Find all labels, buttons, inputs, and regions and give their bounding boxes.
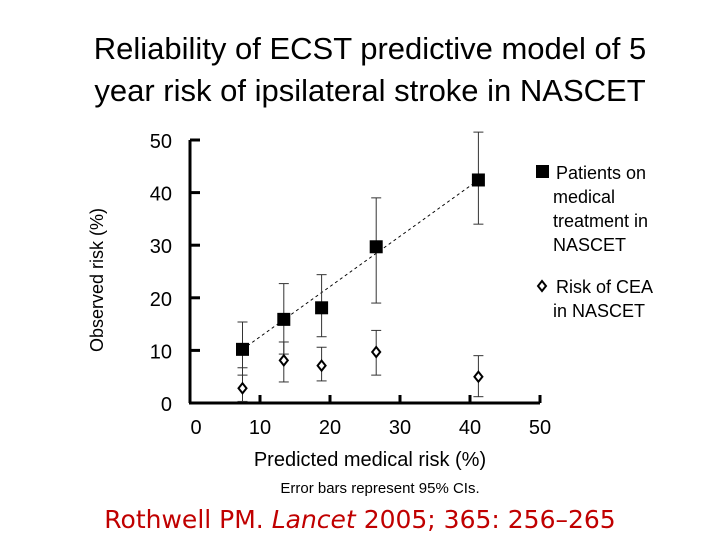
citation-journal: Lancet <box>271 505 356 534</box>
x-tick-label: 40 <box>459 417 481 439</box>
data-point-diamond <box>278 353 290 367</box>
data-point-square <box>471 173 485 187</box>
legend-marker-diamond <box>536 279 548 293</box>
y-tick-label: 20 <box>150 289 172 311</box>
x-tick-label: 20 <box>319 417 341 439</box>
x-tick-label: 10 <box>249 417 271 439</box>
data-point-square <box>315 301 329 315</box>
legend-label: medical <box>553 187 615 207</box>
data-point-square <box>369 240 383 254</box>
data-point-square <box>277 312 291 326</box>
data-point-square <box>236 342 249 356</box>
data-point-diamond <box>237 381 248 395</box>
y-tick-label: 50 <box>150 131 172 153</box>
citation: Rothwell PM. Lancet 2005; 365: 256–265 <box>90 505 630 534</box>
data-point-diamond <box>473 370 484 384</box>
y-axis-label: Observed risk (%) <box>87 208 107 352</box>
y-tick-label: 40 <box>150 184 172 206</box>
x-tick-label: 30 <box>389 417 411 439</box>
x-tick-label: 0 <box>190 417 201 439</box>
legend-label: Risk of CEA <box>556 277 653 297</box>
chart-title-line-2: year risk of ipsilateral stroke in NASCE… <box>94 73 646 108</box>
y-tick-label: 0 <box>161 394 172 416</box>
chart-title-line-1: Reliability of ECST predictive model of … <box>93 31 647 66</box>
legend-label: Patients on <box>556 163 646 183</box>
legend-label: treatment in <box>553 211 648 231</box>
x-axis-label: Predicted medical risk (%) <box>254 449 486 471</box>
legend-label: NASCET <box>553 235 626 255</box>
data-point-diamond <box>370 345 382 359</box>
citation-details: 2005; 365: 256–265 <box>363 505 616 534</box>
data-point-diamond <box>316 359 327 373</box>
footnote: Error bars represent 95% CIs. <box>280 480 480 497</box>
legend-marker-square <box>536 165 549 178</box>
legend-label: in NASCET <box>553 301 645 321</box>
y-tick-label: 30 <box>150 236 172 258</box>
chart-title: Reliability of ECST predictive model of … <box>60 28 680 112</box>
y-tick-label: 10 <box>150 341 172 363</box>
x-tick-label: 50 <box>529 417 551 439</box>
citation-author: Rothwell PM. <box>104 505 264 534</box>
